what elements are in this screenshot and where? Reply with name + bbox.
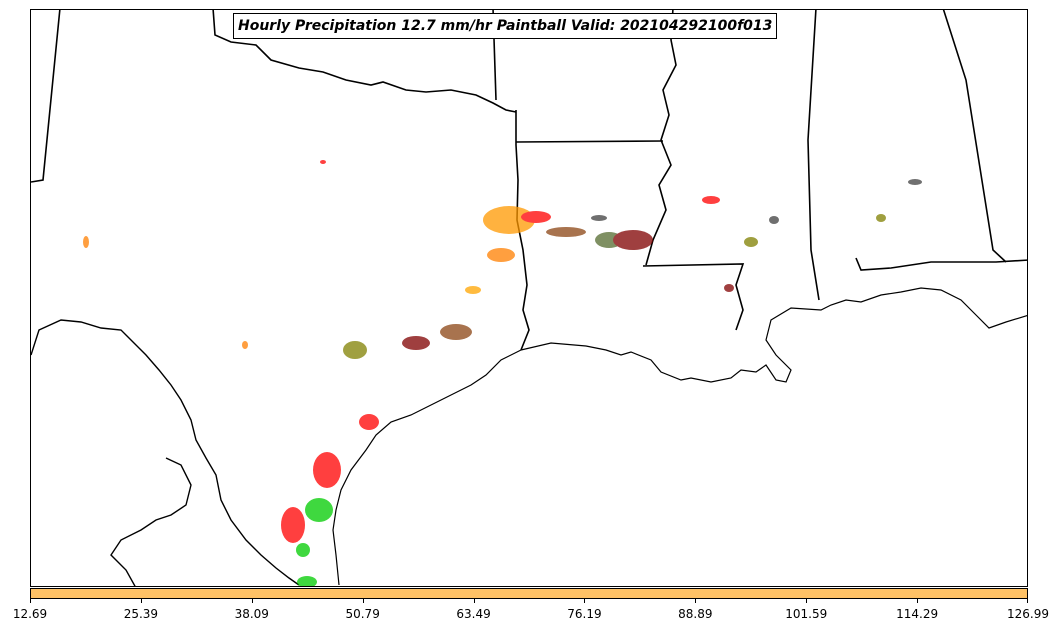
state-borders [31,10,1027,351]
colorbar-tick-mark [362,599,364,603]
colorbar-tick-mark [473,599,475,603]
ar-la-border [515,140,664,143]
precip-blob [296,543,310,557]
precip-blob [281,507,305,543]
colorbar-tick-label: 63.49 [456,607,491,621]
colorbar [30,588,1028,599]
colorbar-tick-mark [584,599,586,603]
colorbar-tick-mark [806,599,808,603]
colorbar-tick-mark [251,599,253,603]
precip-blob [313,452,341,488]
precip-blob [402,336,430,350]
precip-blob [83,236,89,248]
colorbar-tick-mark [30,599,31,603]
colorbar-tick-label: 114.29 [896,607,939,621]
precip-blob [546,227,586,237]
precip-blob [521,211,551,223]
precip-blob [744,237,758,247]
colorbar-tick-label: 25.39 [123,607,159,621]
precip-blob [242,341,248,349]
colorbar-tick-mark [695,599,697,603]
precip-blob [876,214,886,222]
mexico-state-border [110,457,192,586]
al-ga-border [942,10,1007,263]
precip-blob [359,414,379,430]
colorbar-tick-mark [140,599,142,603]
precip-blob [465,286,481,294]
mississippi-river [645,10,677,266]
la-ms-border [642,263,745,331]
precip-blob [440,324,472,340]
gulf-coast-texas [332,349,522,586]
colorbar-tick-label: 12.69 [12,607,48,621]
precip-blob [297,576,317,586]
precip-blob [343,341,367,359]
precip-blob [613,230,653,250]
gulf-coast-east [520,287,1027,383]
precip-blob [320,160,326,164]
rio-grande [31,319,300,586]
colorbar-tick-label: 101.59 [785,607,828,621]
ms-al-border [807,10,820,301]
paintball-blobs [83,160,922,586]
precip-blob [305,498,333,522]
colorbar-tick-mark [917,599,919,603]
colorbar-tick-label: 88.89 [678,607,713,621]
colorbar-tick-mark [1027,599,1028,603]
colorbar-tick-label: 76.19 [567,607,602,621]
precip-blob [908,179,922,185]
tx-la-border [515,110,530,351]
colorbar-tick-label: 50.79 [345,607,380,621]
colorbar-tick-label: 38.09 [234,607,269,621]
map-panel [30,9,1028,587]
nm-tx-border [31,10,61,183]
colorbar-tick-label: 126.99 [1007,607,1049,621]
ok-tx-border [212,10,517,113]
map-title: Hourly Precipitation 12.7 mm/hr Paintbal… [233,13,778,39]
international-border [31,319,300,586]
precip-blob [483,206,535,234]
precip-blob [591,215,607,221]
precip-blob [702,196,720,204]
precip-blob [487,248,515,262]
al-fl-border [855,257,1027,271]
coastline [332,287,1027,586]
precip-blob [724,284,734,292]
precip-blob [769,216,779,224]
map-canvas [31,10,1027,586]
